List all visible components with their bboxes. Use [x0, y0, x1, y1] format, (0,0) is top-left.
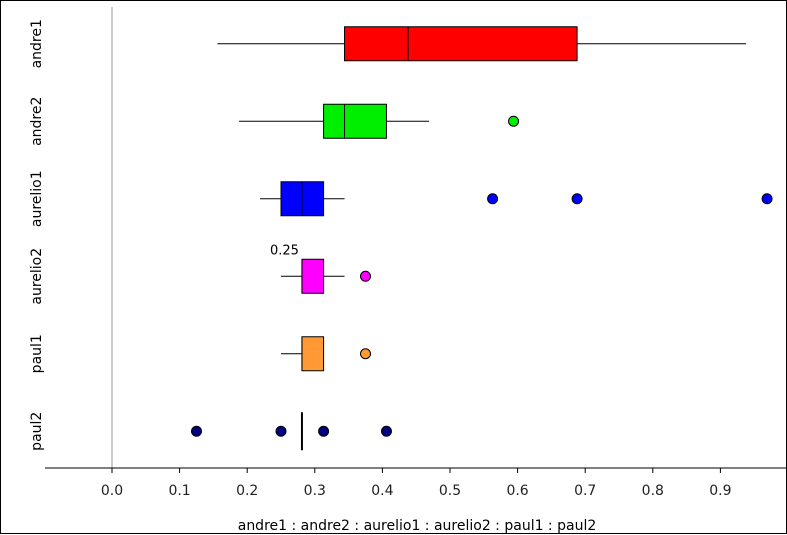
iqr-box: [301, 258, 325, 294]
category-label-andre2: andre2: [29, 97, 45, 146]
box-andre2: [239, 103, 520, 139]
category-label-andre1: andre1: [29, 19, 45, 68]
outlier-point: [360, 348, 371, 360]
x-tick-label: 0.3: [304, 483, 326, 499]
outlier-point: [571, 193, 583, 205]
x-axis-title: andre1 : andre2 : aurelio1 : aurelio2 : …: [238, 518, 597, 534]
iqr-box: [323, 103, 387, 139]
x-tick-label: 0.7: [574, 483, 596, 499]
x-tick-label: 0.6: [506, 483, 528, 499]
x-ticks: 0.0 0.1 0.2 0.3 0.4 0.5 0.6 0.7 0.8 0.9: [101, 468, 732, 499]
outlier-point: [380, 425, 392, 437]
category-labels: andre1 andre2 aurelio1 aurelio2 paul1 paul2: [29, 19, 45, 451]
category-label-paul2: paul2: [29, 412, 45, 451]
x-tick-label: 0.9: [709, 483, 731, 499]
category-label-paul1: paul1: [29, 334, 45, 373]
x-tick-label: 0.0: [101, 483, 123, 499]
outlier-point: [275, 425, 287, 437]
box-aurelio2: [281, 258, 371, 294]
box-aurelio1: [260, 181, 773, 217]
outlier-point: [318, 425, 330, 437]
box-paul2: [191, 412, 392, 451]
boxes: [191, 26, 773, 451]
outlier-point: [487, 193, 499, 205]
box-andre1: [217, 26, 747, 62]
x-tick-label: 0.4: [371, 483, 393, 499]
category-label-aurelio2: aurelio2: [29, 248, 45, 305]
x-tick-label: 0.5: [439, 483, 461, 499]
category-label-aurelio1: aurelio1: [29, 170, 45, 227]
outlier-point: [360, 270, 371, 282]
outlier-point: [508, 115, 520, 127]
outlier-point: [191, 425, 202, 437]
outlier-point: [761, 193, 773, 205]
median-annotation: 0.25: [270, 243, 299, 258]
iqr-box: [344, 26, 578, 62]
box-paul1: [281, 336, 371, 372]
x-tick-label: 0.2: [236, 483, 258, 499]
x-tick-label: 0.1: [168, 483, 190, 499]
x-tick-label: 0.8: [642, 483, 664, 499]
iqr-box: [301, 336, 325, 372]
